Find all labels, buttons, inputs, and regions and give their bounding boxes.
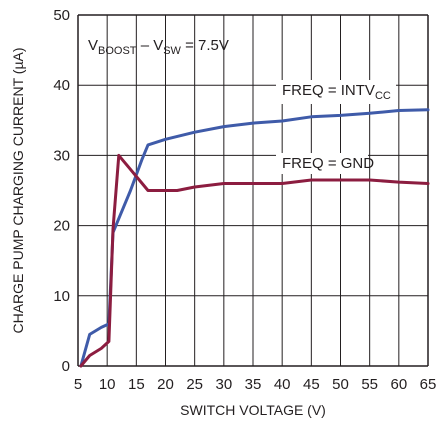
y-tick-label: 40 [53, 77, 70, 94]
condition-tail: = 7.5V [181, 37, 229, 54]
x-tick-label: 45 [303, 376, 320, 393]
x-tick-label: 15 [128, 376, 145, 393]
x-tick-label: 20 [157, 376, 174, 393]
x-tick-label: 65 [420, 376, 437, 393]
x-tick-label: 25 [186, 376, 203, 393]
series-layer [79, 108, 430, 368]
x-tick-label: 50 [332, 376, 349, 393]
label-freq-gnd: FREQ = GND [282, 155, 374, 172]
condition-annotation: VBOOST – VSW = 7.5V [88, 37, 229, 57]
label-intvcc-main: FREQ = INTV [282, 82, 375, 99]
y-tick-label: 50 [53, 7, 70, 24]
condition-sub2: SW [163, 45, 181, 57]
label-intvcc-sub: CC [375, 90, 391, 102]
grid [77, 14, 429, 367]
label-gnd-background [276, 153, 368, 174]
x-tick-label: 35 [245, 376, 262, 393]
x-axis-label: SWITCH VOLTAGE (V) [180, 402, 326, 418]
tick-labels: 5 10 15 20 25 30 35 40 45 50 55 60 65 0 10 20 30 40 50 [53, 7, 436, 393]
label-freq-intvcc: FREQ = INTVCC [282, 82, 391, 102]
x-tick-label: 40 [274, 376, 291, 393]
series-line-freq_gnd [79, 153, 430, 368]
x-tick-label: 60 [390, 376, 407, 393]
x-tick-label: 30 [215, 376, 232, 393]
y-axis-label: CHARGE PUMP CHARGING CURRENT (µA) [10, 47, 26, 333]
condition-sub1: BOOST [98, 45, 137, 57]
condition-v1: V [88, 37, 98, 54]
y-tick-label: 30 [53, 147, 70, 164]
label-intvcc-background [276, 80, 396, 104]
y-tick-label: 20 [53, 218, 70, 235]
y-tick-label: 10 [53, 288, 70, 305]
x-tick-label: 5 [74, 376, 82, 393]
y-tick-label: 0 [62, 358, 70, 375]
x-tick-label: 55 [361, 376, 378, 393]
condition-mid: – V [137, 37, 164, 54]
x-tick-label: 10 [99, 376, 116, 393]
